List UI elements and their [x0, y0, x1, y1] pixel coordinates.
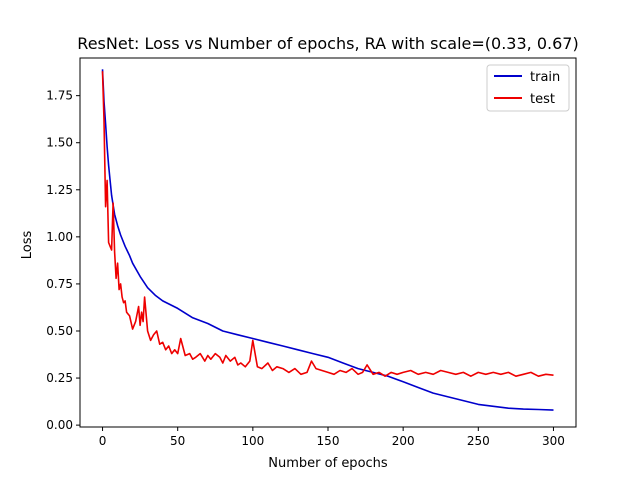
series-line-train: [101, 69, 554, 411]
legend-test-label: test: [530, 92, 555, 107]
x-tick-label: 100: [241, 434, 264, 448]
y-tick-label: 0.25: [46, 371, 73, 385]
y-tick-label: 0.00: [46, 418, 73, 432]
y-tick-label: 1.00: [46, 230, 73, 244]
legend-train-label: train: [530, 70, 560, 85]
y-tick-label: 0.50: [46, 324, 73, 338]
y-tick-label: 1.25: [46, 183, 73, 197]
legend: train test: [486, 64, 570, 112]
y-axis-label: Loss: [20, 231, 35, 260]
series-line-test: [101, 71, 554, 378]
x-tick-label: 150: [317, 434, 340, 448]
y-tick-label: 0.75: [46, 277, 73, 291]
x-axis: 0 50 100 150 200 250 300: [99, 427, 565, 448]
x-tick-label: 200: [392, 434, 415, 448]
x-tick-label: 50: [170, 434, 185, 448]
y-axis: 0.00 0.25 0.50 0.75 1.00 1.25 1.50 1.75: [46, 89, 80, 432]
y-tick-label: 1.75: [46, 89, 73, 103]
y-tick-label: 1.50: [46, 136, 73, 150]
chart-title: ResNet: Loss vs Number of epochs, RA wit…: [77, 34, 578, 53]
x-axis-label: Number of epochs: [268, 456, 388, 471]
x-tick-label: 0: [99, 434, 107, 448]
x-tick-label: 300: [542, 434, 565, 448]
x-tick-label: 250: [467, 434, 490, 448]
